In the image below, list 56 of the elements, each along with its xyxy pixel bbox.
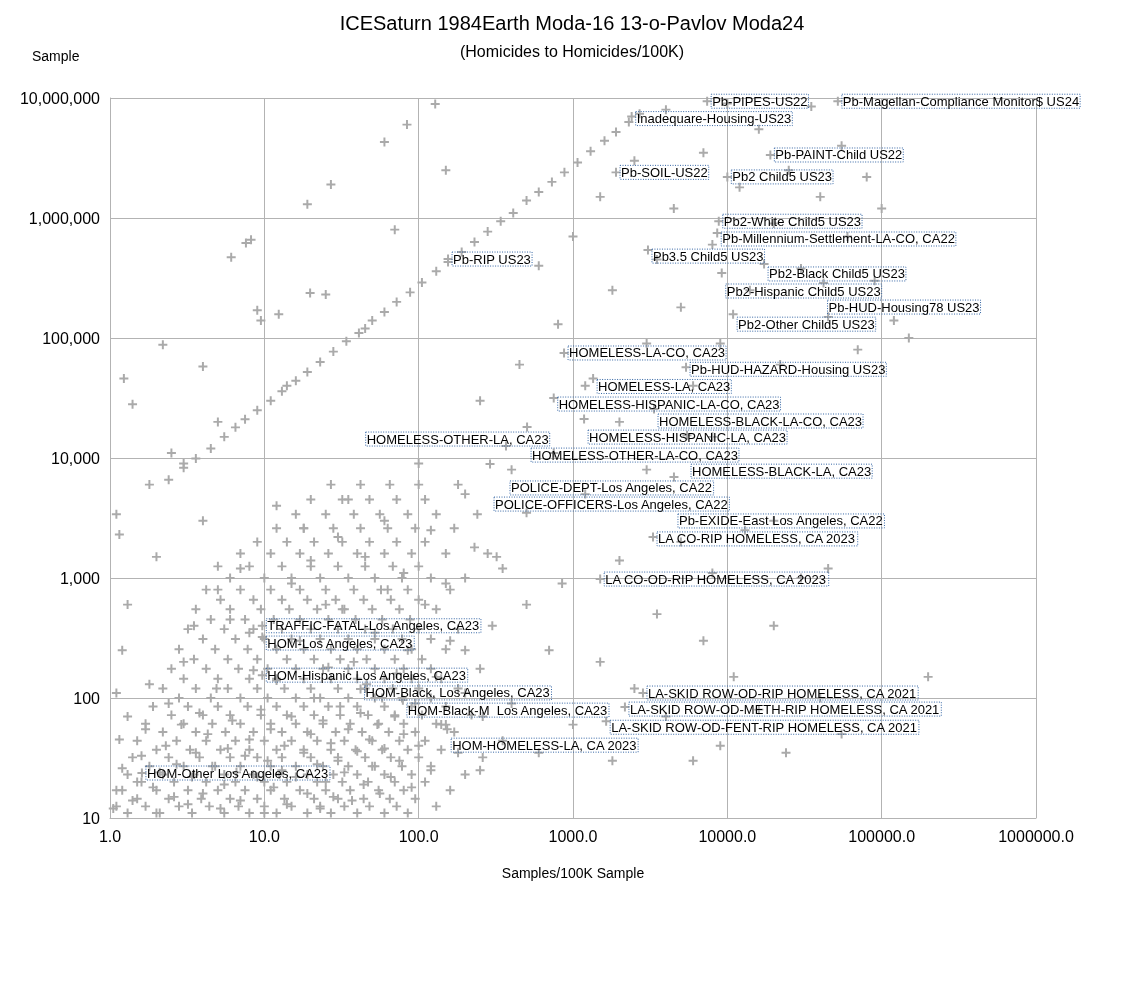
y-axis-title: Sample <box>32 48 80 64</box>
y-tick-label: 100 <box>73 689 101 707</box>
annotation: HOMELESS-OTHER-LA-CO, CA23 <box>532 447 738 463</box>
annotation: POLICE-OFFICERS-Los Angeles, CA22 <box>495 496 728 512</box>
annotation: Pb2-Black Child5 US23 <box>769 266 905 282</box>
annotation: HOMELESS-OTHER-LA, CA23 <box>366 431 549 447</box>
annotation: LA CO-OD-RIP HOMELESS, CA 2023 <box>605 571 827 587</box>
y-tick-label: 10,000 <box>51 449 101 467</box>
chart-subtitle: (Homicides to Homicides/100K) <box>459 42 685 60</box>
annotation: Pb-RIP US23 <box>453 251 531 267</box>
annotation: Pb2-Hispanic Child5 US23 <box>726 283 881 299</box>
annotation: HOM-Hispanic Los Angeles, CA23 <box>267 667 466 683</box>
annotation: HOM-HOMELESS-LA, CA 2023 <box>452 737 637 753</box>
x-tick-label: 1.0 <box>98 827 122 845</box>
annotation: Pb-EXIDE-East Los Angeles, CA22 <box>678 513 883 529</box>
x-tick-label: 10000.0 <box>698 827 757 845</box>
annotation: HOMELESS-HISPANIC-LA-CO, CA23 <box>558 396 780 412</box>
y-tick-label: 1,000 <box>59 569 101 587</box>
x-tick-label: 100.0 <box>398 827 439 845</box>
annotation: Pb2-Other Child5 US23 <box>738 316 875 332</box>
x-axis-title: Samples/100K Sample <box>501 865 645 881</box>
annotation: Pb-Millennium-Settlement-LA-CO, CA22 <box>722 231 955 247</box>
x-tick-label: 1000.0 <box>548 827 598 845</box>
annotation: Pb3.5 Child5 US23 <box>652 248 764 264</box>
annotation: Pb2 Child5 US23 <box>732 169 833 185</box>
y-tick-label: 1,000,000 <box>28 209 101 227</box>
annotation: Inadequare-Housing-US23 <box>636 111 792 127</box>
x-tick-label: 10.0 <box>248 827 281 845</box>
annotation: HOM-Los Angeles, CA23 <box>267 635 413 651</box>
annotation: HOMELESS-BLACK-LA-CO, CA23 <box>659 413 863 429</box>
annotation: HOMELESS-HISPANIC-LA, CA23 <box>589 429 787 445</box>
annotation: LA-SKID ROW-OD-RIP HOMELESS, CA 2021 <box>647 685 917 701</box>
annotation: LA-SKID ROW-OD-METH-RIP HOMELESS, CA 2021 <box>629 701 940 717</box>
annotation: Pb-Magellan-Compliance Monitor$ US24 <box>842 93 1080 109</box>
annotation: HOM-Other Los Angeles, CA23 <box>146 765 329 781</box>
annotation: Pb-SOIL-US22 <box>621 164 708 180</box>
annotation: HOM-Black-M Los Angeles, CA23 <box>407 702 608 718</box>
annotation: POLICE-DEPT-Los Angeles, CA22 <box>511 480 712 496</box>
annotation: HOMELESS-BLACK-LA, CA23 <box>692 463 872 479</box>
annotation: LA CO-RIP HOMELESS, CA 2023 <box>658 531 856 547</box>
y-tick-label: 10,000,000 <box>19 89 101 107</box>
annotation: Pb-PAINT-Child US22 <box>775 147 903 163</box>
chart-title: ICESaturn 1984Earth Moda-16 13-o-Pavlov Moda24 <box>339 12 805 34</box>
annotation: LA-SKID ROW-OD-FENT-RIP HOMELESS, CA 2021 <box>611 719 917 735</box>
annotation: HOMELESS-LA-CO, CA23 <box>569 345 726 361</box>
annotation: Pb-HUD-HAZARD-Housing US23 <box>691 361 886 377</box>
x-tick-label: 100000.0 <box>848 827 916 845</box>
annotation: HOMELESS-LA, CA23 <box>598 378 731 394</box>
annotation: Pb-PIPES-US22 <box>712 93 808 109</box>
annotation: Pb-HUD-Housing78 US23 <box>828 299 980 315</box>
y-tick-label: 10 <box>82 809 101 827</box>
annotation: Pb2-White Child5 US23 <box>723 213 862 229</box>
annotation: TRAFFIC-FATAL-Los Angeles, CA23 <box>267 618 480 634</box>
y-tick-label: 100,000 <box>42 329 101 347</box>
annotation: HOM-Black, Los Angeles, CA23 <box>365 685 550 701</box>
x-tick-label: 1000000.0 <box>998 827 1074 845</box>
